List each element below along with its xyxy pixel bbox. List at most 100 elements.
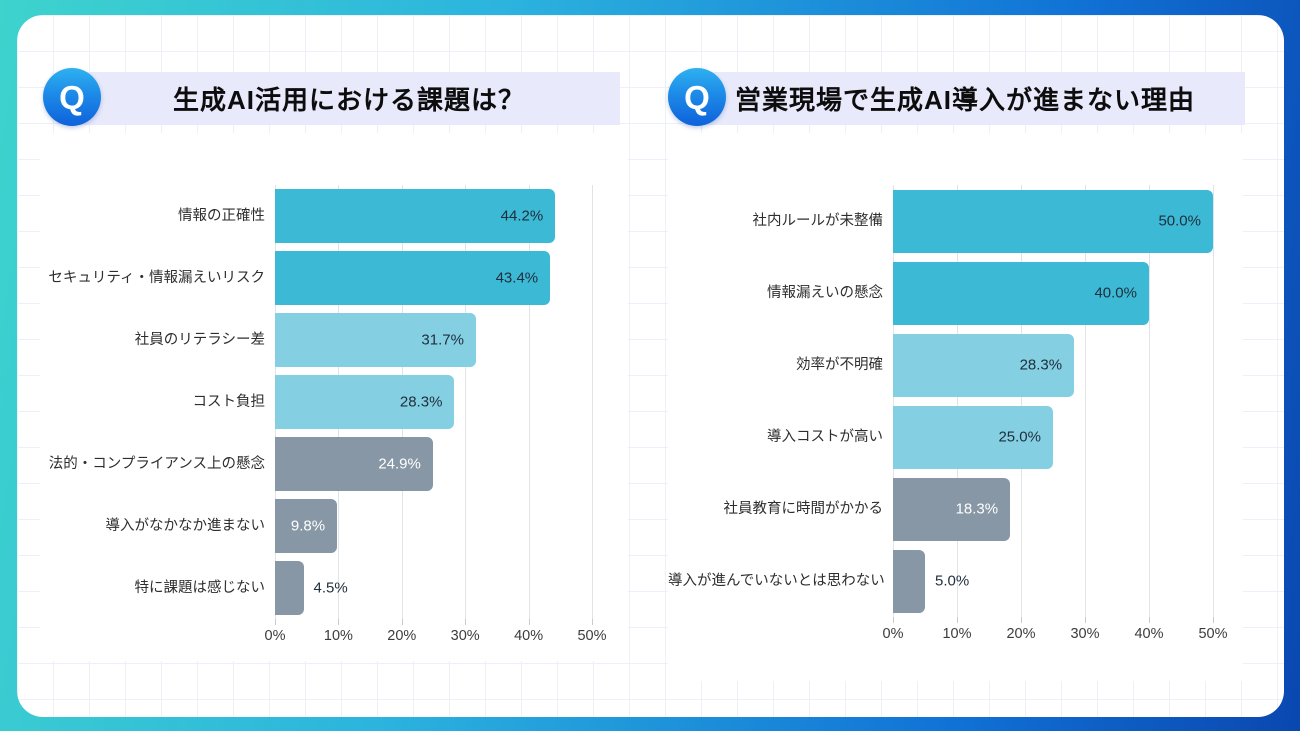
chart-right-card: 社内ルールが未整備 50.0% 情報漏えいの懸念 40.0% 効率が不明確 28.3% 導入… — [668, 133, 1243, 681]
bar-label: 社内ルールが未整備 — [752, 212, 884, 229]
chart-left-card: 情報の正確性 44.2% セキュリティ・情報漏えいリスク 43.4% 社員のリテラシー差… — [40, 133, 628, 661]
bar-row: 導入コストが高い 25.0% — [668, 401, 1239, 473]
bar: 9.8% — [275, 499, 338, 553]
gridline — [1149, 185, 1150, 617]
bar-track: 31.7% — [275, 313, 624, 367]
bar: 44.2% — [275, 189, 556, 243]
chart-title: 生成AI活用における課題は？ — [172, 85, 525, 115]
bar-label: 社員教育に時間がかかる — [723, 500, 884, 517]
axis-tick — [1085, 617, 1086, 623]
bar: 18.3% — [893, 477, 1011, 541]
q-icon: Q — [43, 68, 101, 126]
bar-label: 導入コストが高い — [767, 428, 883, 445]
bar-row: コスト負担 28.3% — [40, 371, 624, 433]
axis-tick — [1213, 617, 1214, 623]
bar-row: 法的・コンプライアンス上の懸念 24.9% — [40, 433, 624, 495]
axis-tick-label: 10% — [942, 626, 972, 642]
bar-label: 導入が進んでいないとは思わない — [668, 572, 885, 589]
bar: 40.0% — [893, 261, 1149, 325]
bar-value: 25.0% — [998, 428, 1041, 446]
axis-tick — [957, 617, 958, 623]
bar-row: 情報の正確性 44.2% — [40, 185, 624, 247]
axis-tick — [338, 619, 340, 625]
question-title-bar: 営業現場で生成AI導入が進まない理由 — [685, 72, 1245, 125]
gridline — [957, 185, 958, 617]
gridline — [528, 185, 530, 619]
axis-ticks — [893, 617, 1214, 624]
axis-ticks — [275, 619, 593, 626]
bar-row: 効率が不明確 28.3% — [668, 329, 1239, 401]
axis-tick-label: 40% — [514, 628, 544, 644]
bar-value: 44.2% — [500, 207, 544, 225]
axis-tick-label: 40% — [1134, 626, 1164, 642]
question-title-bar: 生成AI活用における課題は？ — [78, 72, 620, 125]
bar-label: 情報の正確性 — [178, 207, 265, 224]
axis-tick — [1149, 617, 1150, 623]
q-icon-letter: Q — [684, 78, 710, 116]
chart-bars: 情報の正確性 44.2% セキュリティ・情報漏えいリスク 43.4% 社員のリテラシー差… — [40, 185, 624, 619]
bar-row: 社員のリテラシー差 31.7% — [40, 309, 624, 371]
bar-label: セキュリティ・情報漏えいリスク — [48, 269, 265, 286]
bar-row: 導入がなかなか進まない 9.8% — [40, 495, 624, 557]
bar: 43.4% — [275, 251, 551, 305]
axis-tick-label: 30% — [1070, 626, 1100, 642]
bar-value: 24.9% — [378, 455, 421, 473]
question-header-left: 生成AI活用における課題は？ Q — [43, 68, 620, 130]
bar: 31.7% — [275, 313, 476, 367]
gridline — [465, 185, 467, 619]
x-axis-labels: 0% 10% 20% 30% 40% 50% — [883, 626, 1228, 646]
bar-track: 24.9% — [275, 437, 624, 491]
bar-track: 28.3% — [893, 333, 1239, 397]
bar-value: 9.8% — [290, 517, 326, 535]
chart-title: 営業現場で生成AI導入が進まない理由 — [734, 85, 1195, 115]
bar-value: 18.3% — [955, 500, 999, 518]
content-panel: 生成AI活用における課題は？ Q 営業現場で生成AI導入が進まない理由 Q 情報… — [17, 15, 1284, 717]
bar-row: セキュリティ・情報漏えいリスク 43.4% — [40, 247, 624, 309]
bar-value: 31.7% — [421, 331, 464, 349]
gridline — [1213, 185, 1214, 617]
gridline — [1085, 185, 1086, 617]
bar: 5.0% — [893, 549, 969, 613]
bar-track: 43.4% — [275, 251, 624, 305]
axis-tick-label: 20% — [387, 628, 417, 644]
bar-label: 特に課題は感じない — [134, 579, 266, 596]
bar-label: 情報漏えいの懸念 — [767, 284, 883, 301]
bar-track: 50.0% — [893, 189, 1239, 253]
chart-gridlines — [893, 185, 1214, 617]
bar: 50.0% — [893, 189, 1213, 253]
bar-label: 効率が不明確 — [796, 356, 883, 373]
bar-value: 28.3% — [399, 393, 443, 411]
bar-label: 法的・コンプライアンス上の懸念 — [48, 455, 265, 472]
bar-row: 社員教育に時間がかかる 18.3% — [668, 473, 1239, 545]
bar-value: 50.0% — [1158, 212, 1201, 230]
x-axis-labels: 0% 10% 20% 30% 40% 50% — [265, 628, 607, 648]
axis-tick-label: 50% — [1198, 626, 1228, 642]
bar-label: 社員のリテラシー差 — [134, 331, 265, 348]
bar-value: 4.5% — [313, 579, 348, 597]
bar-row: 情報漏えいの懸念 40.0% — [668, 257, 1239, 329]
bar-label: 導入がなかなか進まない — [105, 517, 266, 534]
axis-tick — [1021, 617, 1022, 623]
bar-track: 25.0% — [893, 405, 1239, 469]
bar-row: 特に課題は感じない 4.5% — [40, 557, 624, 619]
bar-label: コスト負担 — [192, 393, 266, 410]
chart-bars: 社内ルールが未整備 50.0% 情報漏えいの懸念 40.0% 効率が不明確 28.3% 導入… — [668, 185, 1239, 617]
bar-track: 9.8% — [275, 499, 624, 553]
bar-row: 導入が進んでいないとは思わない 5.0% — [668, 545, 1239, 617]
axis-tick-label: 30% — [450, 628, 480, 644]
bar-value: 43.4% — [495, 269, 539, 287]
bar-track: 5.0% — [893, 549, 1239, 613]
bar-value: 5.0% — [935, 572, 970, 590]
gridline — [893, 185, 894, 617]
bar-track: 44.2% — [275, 189, 624, 243]
q-icon: Q — [668, 68, 726, 126]
bar: 25.0% — [893, 405, 1053, 469]
axis-tick — [275, 619, 276, 625]
bar-value: 28.3% — [1019, 356, 1063, 374]
axis-tick-label: 10% — [323, 628, 353, 644]
axis-tick-label: 0% — [882, 626, 904, 642]
bar-track: 4.5% — [275, 561, 624, 615]
axis-tick — [592, 619, 593, 625]
q-icon-letter: Q — [59, 78, 85, 116]
